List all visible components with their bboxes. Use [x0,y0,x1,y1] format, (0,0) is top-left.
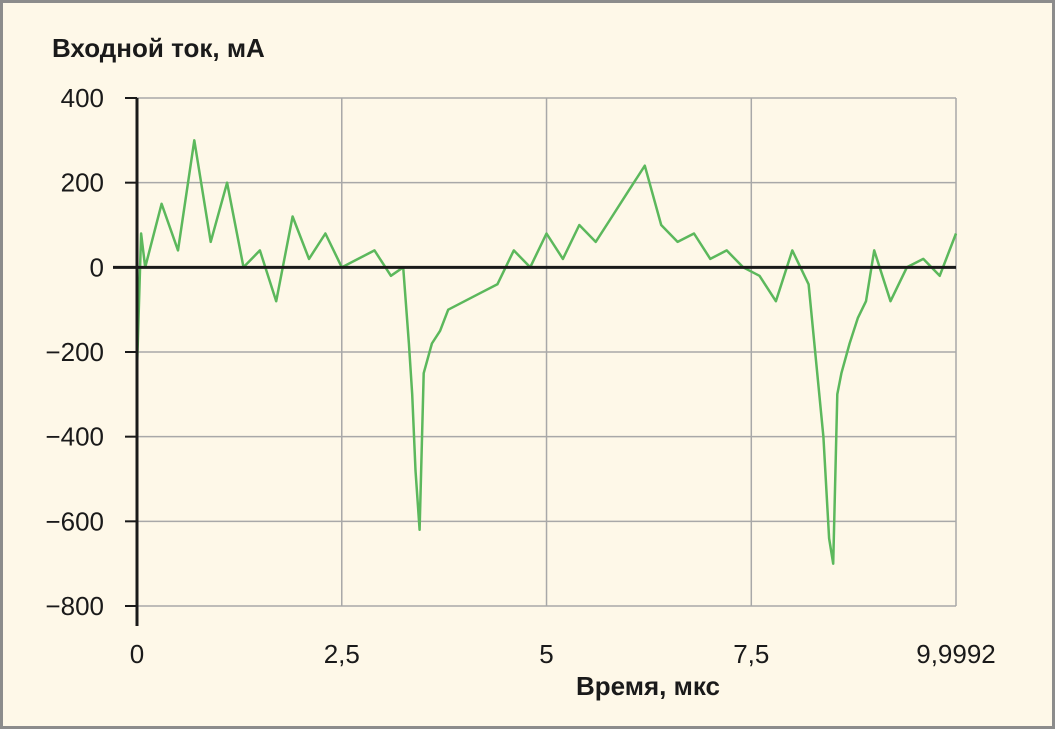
y-tick-label: 0 [90,252,104,282]
y-tick-label: −800 [45,591,104,621]
x-tick-label: 5 [539,639,553,669]
x-axis-title: Время, мкс [576,671,720,701]
x-tick-label: 2,5 [324,639,360,669]
y-tick-label: 400 [61,83,104,113]
x-tick-label: 9,9992 [916,639,996,669]
tick-labels: 0 2,5 5 7,5 9,9992 400 200 0 −200 −400 −600 −800 [45,83,995,669]
y-tick-label: −600 [45,506,104,536]
y-tick-label: 200 [61,168,104,198]
y-tick-label: −400 [45,422,104,452]
x-tick-label: 7,5 [733,639,769,669]
y-axis-title: Входной ток, мА [52,33,265,63]
y-tick-label: −200 [45,337,104,367]
grid [137,97,957,607]
axes [113,97,956,626]
x-tick-label: 0 [130,639,144,669]
